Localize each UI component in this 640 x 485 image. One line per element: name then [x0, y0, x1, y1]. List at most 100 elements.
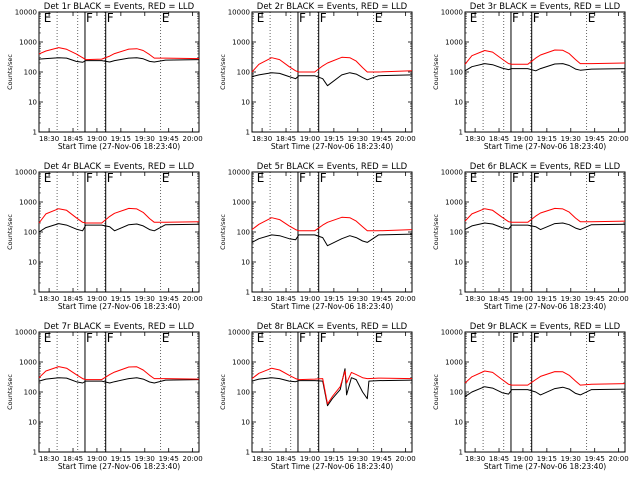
interval-marker: F: [512, 171, 519, 185]
plot-frame: [38, 171, 200, 293]
y-tick-label: 10: [454, 259, 463, 267]
x-axis-label: Start Time (27-Nov-06 18:23:40): [58, 142, 180, 151]
y-tick-label: 10000: [228, 169, 250, 177]
x-axis-label: Start Time (27-Nov-06 18:23:40): [484, 142, 606, 151]
x-tick-label: 18:45: [63, 455, 83, 463]
x-tick-label: 19:15: [111, 135, 131, 143]
chart-title: Det 5r BLACK = Events, RED = LLD: [257, 162, 408, 172]
y-axis-label: Counts/sec: [6, 374, 14, 410]
x-tick-label: 18:45: [63, 135, 83, 143]
interval-marker: E: [470, 171, 478, 185]
y-tick-label: 10000: [441, 169, 463, 177]
y-tick-label: 10: [454, 99, 463, 107]
x-tick-label: 19:00: [87, 455, 107, 463]
interval-marker: F: [512, 11, 519, 25]
lld-series-line: [38, 366, 200, 381]
x-tick-label: 19:45: [159, 135, 179, 143]
x-tick-label: 19:30: [135, 295, 155, 303]
x-tick-label: 19:45: [585, 295, 605, 303]
x-tick-label: 20:00: [609, 135, 629, 143]
x-axis-label: Start Time (27-Nov-06 18:23:40): [484, 462, 606, 471]
plot-frame: [38, 331, 200, 453]
x-tick-label: 18:30: [39, 295, 59, 303]
y-tick-label: 1: [33, 289, 37, 297]
plot-frame: [38, 11, 200, 133]
x-tick-label: 20:00: [183, 455, 203, 463]
plot-frame: [464, 331, 626, 453]
y-tick-label: 10000: [441, 9, 463, 17]
interval-marker: F: [86, 331, 93, 345]
interval-marker: E: [257, 331, 265, 345]
y-tick-label: 1: [246, 129, 250, 137]
lld-series-line: [464, 49, 626, 65]
y-axis-label: Counts/sec: [219, 374, 227, 410]
plot-frame: [251, 331, 413, 453]
x-tick-label: 20:00: [609, 295, 629, 303]
x-tick-label: 19:15: [324, 135, 344, 143]
interval-marker: F: [107, 11, 114, 25]
y-tick-label: 1000: [19, 39, 37, 47]
x-tick-label: 18:45: [276, 455, 296, 463]
y-tick-label: 100: [24, 69, 37, 77]
chart-title: Det 9r BLACK = Events, RED = LLD: [470, 322, 621, 332]
y-tick-label: 10: [241, 419, 250, 427]
y-tick-label: 10: [28, 259, 37, 267]
y-tick-label: 1: [459, 289, 463, 297]
interval-marker: E: [162, 11, 170, 25]
interval-marker: F: [320, 171, 327, 185]
plot-frame: [464, 11, 626, 133]
x-tick-label: 19:00: [300, 455, 320, 463]
interval-marker: F: [86, 171, 93, 185]
y-tick-label: 100: [237, 389, 250, 397]
lld-series-line: [251, 367, 413, 405]
x-tick-label: 19:15: [537, 295, 557, 303]
x-tick-label: 19:15: [324, 295, 344, 303]
y-tick-label: 10000: [15, 329, 37, 337]
interval-marker: E: [588, 11, 596, 25]
interval-marker: E: [44, 11, 52, 25]
x-tick-label: 18:30: [465, 135, 485, 143]
x-tick-label: 18:45: [276, 295, 296, 303]
events-series-line: [251, 368, 413, 407]
x-tick-label: 20:00: [183, 135, 203, 143]
interval-marker: F: [320, 331, 327, 345]
interval-marker: E: [257, 11, 265, 25]
interval-marker: F: [107, 171, 114, 185]
y-tick-label: 10: [454, 419, 463, 427]
interval-marker: E: [470, 331, 478, 345]
interval-marker: F: [86, 11, 93, 25]
x-tick-label: 19:45: [585, 455, 605, 463]
x-tick-label: 19:00: [300, 295, 320, 303]
x-tick-label: 19:45: [159, 295, 179, 303]
x-tick-label: 18:45: [276, 135, 296, 143]
interval-marker: F: [107, 331, 114, 345]
y-tick-label: 100: [450, 229, 463, 237]
chart-title: Det 1r BLACK = Events, RED = LLD: [44, 2, 195, 12]
x-tick-label: 18:45: [489, 455, 509, 463]
interval-marker: E: [44, 171, 52, 185]
x-tick-label: 19:00: [87, 295, 107, 303]
y-axis-label: Counts/sec: [6, 54, 14, 90]
y-tick-label: 10000: [441, 329, 463, 337]
y-tick-label: 100: [24, 229, 37, 237]
y-tick-label: 10: [241, 259, 250, 267]
y-tick-label: 1: [33, 449, 37, 457]
interval-marker: F: [299, 331, 306, 345]
x-tick-label: 19:00: [513, 295, 533, 303]
y-tick-label: 1000: [445, 39, 463, 47]
interval-marker: E: [162, 331, 170, 345]
x-tick-label: 19:30: [348, 455, 368, 463]
x-axis-label: Start Time (27-Nov-06 18:23:40): [58, 462, 180, 471]
y-tick-label: 100: [24, 389, 37, 397]
events-series-line: [38, 223, 200, 233]
plot-frame: [251, 171, 413, 293]
y-tick-label: 1: [33, 129, 37, 137]
lld-series-line: [464, 370, 626, 386]
chart-title: Det 7r BLACK = Events, RED = LLD: [44, 322, 195, 332]
